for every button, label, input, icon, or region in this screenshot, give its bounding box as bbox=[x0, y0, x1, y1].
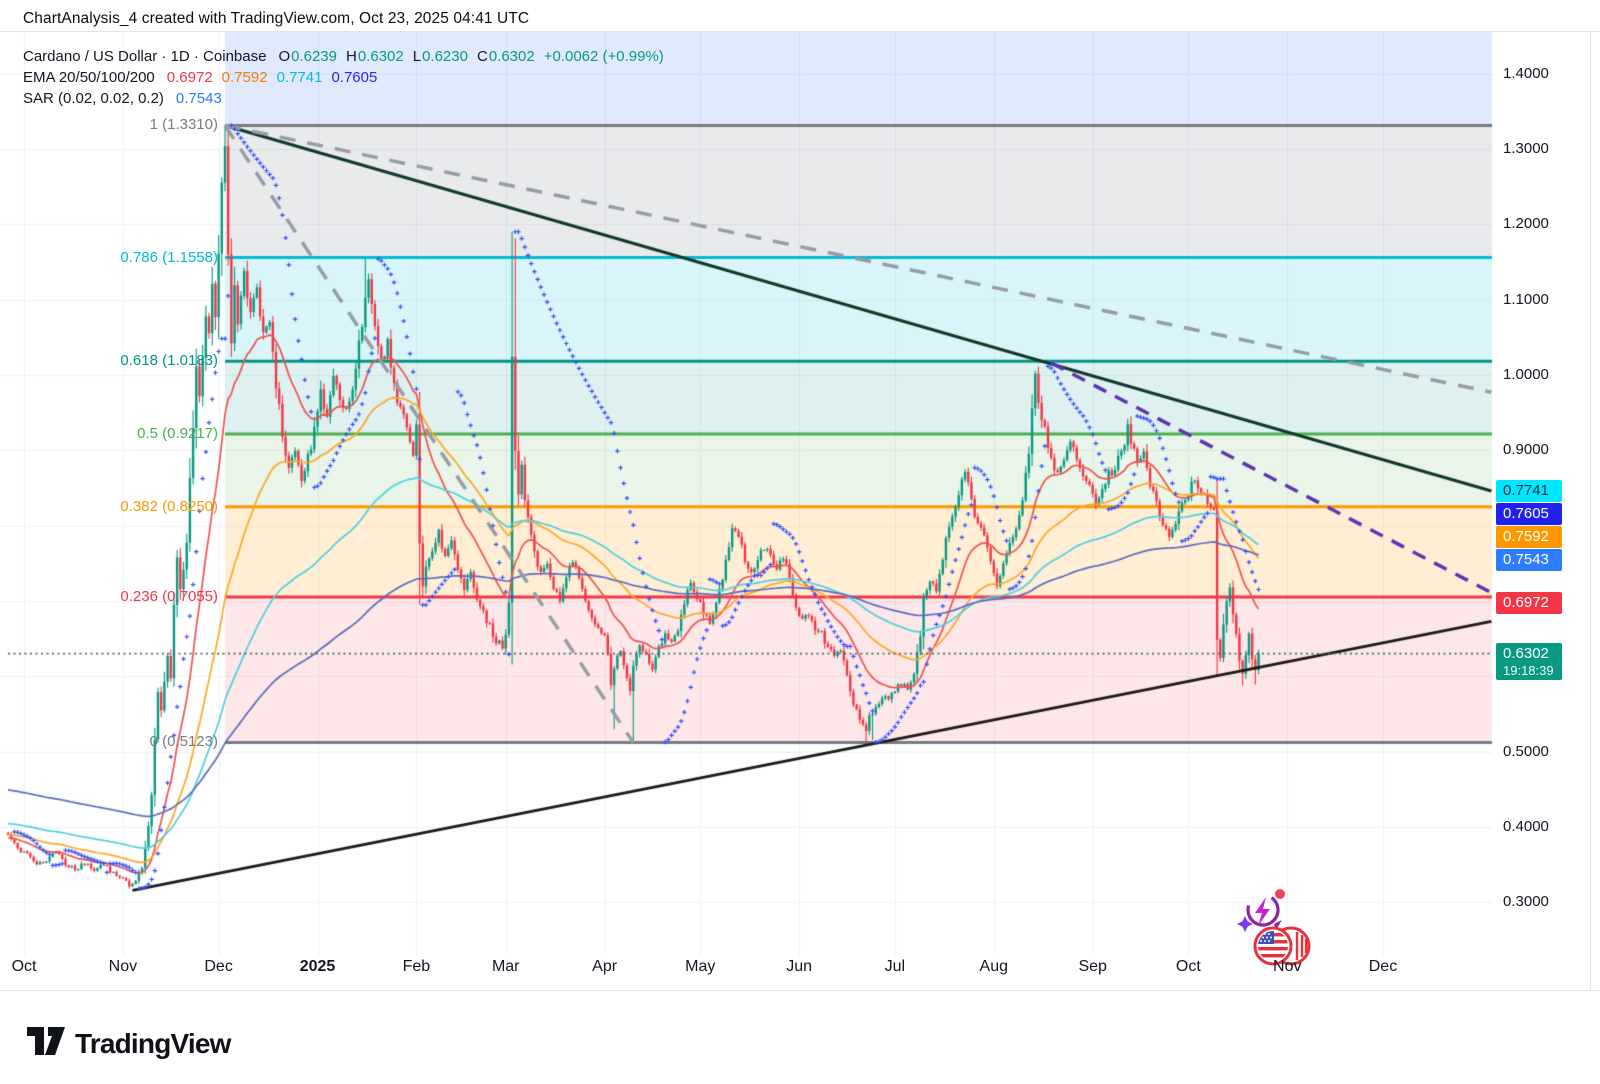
month-label-nov: Nov bbox=[1273, 958, 1302, 975]
price-tick-1.1000: 1.1000 bbox=[1503, 290, 1549, 308]
price-tick-0.5000: 0.5000 bbox=[1503, 742, 1549, 760]
month-label-jul: Jul bbox=[884, 958, 906, 975]
month-label-apr: Apr bbox=[592, 958, 618, 975]
time-axis-border bbox=[0, 990, 1600, 991]
ema20-badge: 0.6972 bbox=[1496, 592, 1562, 615]
price-tick-1.2000: 1.2000 bbox=[1503, 215, 1549, 233]
month-label-oct: Oct bbox=[11, 958, 37, 975]
price-tick-1.4000: 1.4000 bbox=[1503, 64, 1549, 82]
tradingview-logo-icon bbox=[27, 1026, 65, 1061]
tradingview-brand-text: TradingView bbox=[75, 1027, 231, 1059]
fib-label-1: 1 (1.3310) bbox=[149, 116, 218, 134]
last-price-badge: 0.6302 19:18:39 bbox=[1496, 642, 1562, 680]
month-label-may: May bbox=[685, 958, 716, 975]
month-label-aug: Aug bbox=[979, 958, 1009, 975]
price-tick-0.9000: 0.9000 bbox=[1503, 441, 1549, 459]
month-label-nov: Nov bbox=[108, 958, 138, 975]
legend-ema-row[interactable]: EMA 20/50/100/200 0.6972 0.7592 0.7741 0.760… bbox=[23, 69, 378, 86]
fib-label-0.5: 0.5 (0.9217) bbox=[137, 424, 218, 442]
month-label-dec: Dec bbox=[1368, 958, 1398, 975]
ema200-badge: 0.7605 bbox=[1496, 503, 1562, 526]
sar-badge: 0.7543 bbox=[1496, 549, 1562, 572]
fib-label-0.786: 0.786 (1.1558) bbox=[120, 248, 218, 266]
ema50-badge: 0.7592 bbox=[1496, 526, 1562, 549]
legend-sar-row[interactable]: SAR (0.02, 0.02, 0.2) 0.7543 bbox=[23, 90, 222, 107]
price-tick-1.0000: 1.0000 bbox=[1503, 365, 1549, 383]
price-tick-1.3000: 1.3000 bbox=[1503, 139, 1549, 157]
month-label-mar: Mar bbox=[491, 958, 520, 975]
legend-symbol-row[interactable]: Cardano / US Dollar · 1D · Coinbase O 0.62… bbox=[23, 48, 664, 65]
price-tick-0.4000: 0.4000 bbox=[1503, 818, 1549, 836]
ema100-badge: 0.7741 bbox=[1496, 480, 1562, 503]
month-label-jun: Jun bbox=[786, 958, 813, 975]
price-tick-0.3000: 0.3000 bbox=[1503, 893, 1549, 911]
month-label-sep: Sep bbox=[1078, 958, 1107, 975]
fib-label-0.236: 0.236 (0.7055) bbox=[120, 587, 218, 605]
month-label-dec: Dec bbox=[204, 958, 233, 975]
usd-coins-icon bbox=[1253, 926, 1311, 966]
month-label-oct: Oct bbox=[1175, 958, 1201, 975]
plot-top-border bbox=[0, 31, 1600, 32]
tradingview-footer[interactable]: TradingView bbox=[27, 1026, 231, 1061]
month-label-feb: Feb bbox=[402, 958, 431, 975]
indicator-legend: Cardano / US Dollar · 1D · Coinbase O 0.62… bbox=[23, 46, 664, 109]
month-label-2025: 2025 bbox=[299, 958, 336, 975]
fib-label-0.382: 0.382 (0.8250) bbox=[120, 497, 218, 515]
chart-title: ChartAnalysis_4 created with TradingView… bbox=[23, 10, 530, 27]
fib-label-0: 0 (0.5123) bbox=[149, 733, 218, 751]
price-axis-border bbox=[1590, 31, 1591, 990]
fib-label-0.618: 0.618 (1.0183) bbox=[120, 352, 218, 370]
